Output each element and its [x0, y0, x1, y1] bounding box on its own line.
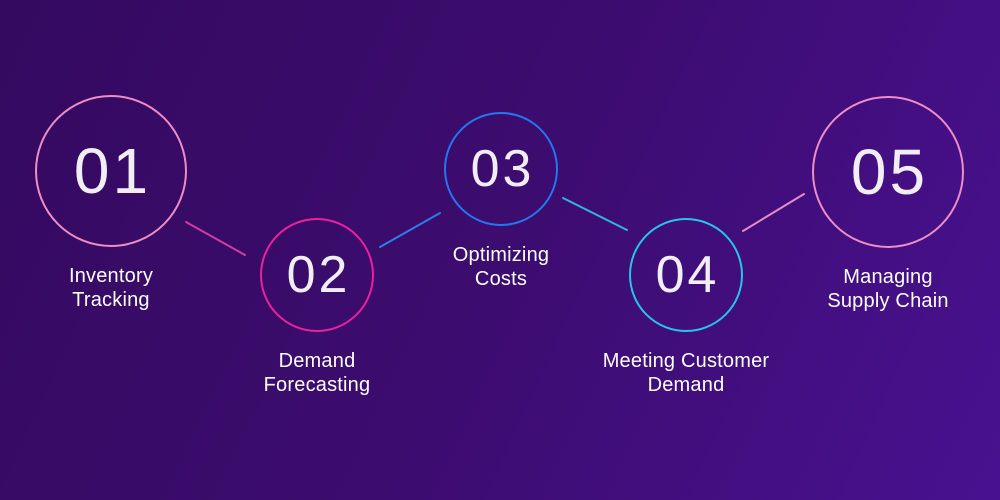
step-05-label: Managing Supply Chain: [827, 266, 949, 312]
connector-line-01-02: [185, 221, 246, 256]
step-04-label: Meeting Customer Demand: [602, 350, 770, 396]
step-03-label: Optimizing Costs: [452, 244, 550, 290]
step-03: 03 Optimizing Costs: [391, 112, 611, 291]
step-04: 04 Meeting Customer Demand: [576, 218, 796, 397]
step-03-circle: 03: [444, 112, 558, 226]
step-02-circle: 02: [260, 218, 374, 332]
step-04-circle: 04: [629, 218, 743, 332]
step-02-number: 02: [286, 246, 351, 304]
step-01-number: 01: [73, 135, 152, 207]
step-05-circle: 05: [812, 96, 964, 248]
connector-line-02-03: [379, 212, 441, 248]
connector-line-04-05: [742, 193, 805, 232]
step-04-number: 04: [655, 246, 720, 304]
step-01: 01 Inventory Tracking: [1, 95, 221, 312]
step-02: 02 Demand Forecasting: [207, 218, 427, 397]
step-01-circle: 01: [35, 95, 187, 247]
step-05-number: 05: [850, 136, 929, 208]
step-03-number: 03: [470, 140, 535, 198]
step-02-label: Demand Forecasting: [263, 350, 371, 396]
step-05: 05 Managing Supply Chain: [778, 96, 998, 313]
step-01-label: Inventory Tracking: [68, 265, 154, 311]
connector-line-03-04: [562, 197, 628, 231]
